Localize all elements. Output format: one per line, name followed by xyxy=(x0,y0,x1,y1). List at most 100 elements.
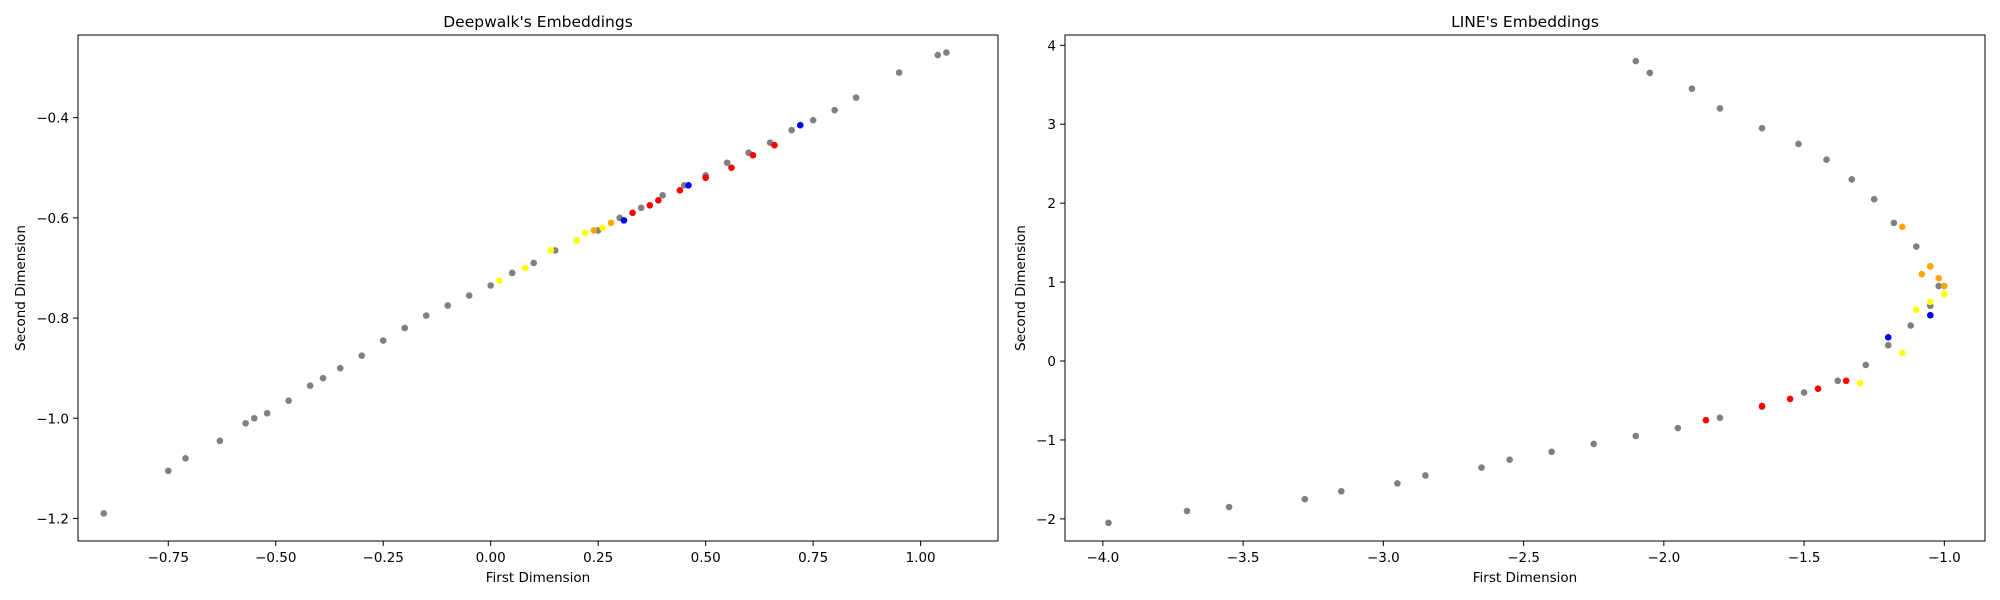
line-y-tick-label: 3 xyxy=(1047,117,1056,133)
deepwalk-point xyxy=(831,106,838,114)
deepwalk-y-tick-label: −1.0 xyxy=(36,411,69,427)
deepwalk-point xyxy=(530,259,537,267)
deepwalk-point xyxy=(379,337,387,344)
deepwalk-point xyxy=(242,419,249,427)
line-point xyxy=(1786,395,1794,403)
line-panel: LINE's Embeddings −4.0 −3.5 −3.0 −2.5 −2.0 −1… xyxy=(1013,13,1986,586)
deepwalk-point xyxy=(521,264,529,272)
deepwalk-point xyxy=(496,277,503,284)
deepwalk-point xyxy=(655,197,662,204)
line-x-tick-label: −4.0 xyxy=(1086,550,1119,566)
line-plot-frame xyxy=(1064,34,1986,542)
line-point xyxy=(1927,298,1934,306)
line-point xyxy=(1935,274,1943,282)
deepwalk-point xyxy=(620,217,628,224)
line-x-tick-label: −3.5 xyxy=(1227,550,1260,566)
deepwalk-point xyxy=(852,94,860,101)
line-y-tick-label: −1 xyxy=(1036,433,1056,449)
line-point xyxy=(1632,57,1640,65)
line-point xyxy=(1795,140,1802,148)
deepwalk-x-tick-label: −0.25 xyxy=(363,550,404,566)
deepwalk-point xyxy=(749,151,757,159)
line-point xyxy=(1907,322,1914,329)
line-point xyxy=(1758,124,1766,132)
deepwalk-point xyxy=(581,229,589,237)
deepwalk-x-tick-label: 0.50 xyxy=(691,550,721,566)
line-point xyxy=(1884,341,1892,349)
line-point xyxy=(1702,416,1710,424)
deepwalk-point xyxy=(943,49,950,56)
deepwalk-point xyxy=(676,187,684,194)
line-point xyxy=(1105,519,1112,527)
deepwalk-x-tick-label: 0.00 xyxy=(476,550,506,566)
line-point xyxy=(1842,377,1850,385)
line-point xyxy=(1941,282,1948,290)
deepwalk-panel: Deepwalk's Embeddings −0.75 −0.50 −0.25 0.0… xyxy=(13,13,999,586)
deepwalk-point xyxy=(728,164,735,172)
deepwalk-point xyxy=(895,69,903,76)
deepwalk-title: Deepwalk's Embeddings xyxy=(443,13,633,31)
line-point xyxy=(1890,219,1898,227)
line-point xyxy=(1758,402,1766,410)
line-point xyxy=(1800,389,1808,396)
deepwalk-y-axis-label: Second Dimension xyxy=(13,225,29,351)
line-point xyxy=(1183,507,1191,515)
line-point xyxy=(1225,503,1233,511)
line-point xyxy=(1632,432,1640,440)
deepwalk-point xyxy=(723,159,731,167)
deepwalk-point xyxy=(809,116,817,124)
line-point xyxy=(1856,379,1864,387)
deepwalk-x-axis-label: First Dimension xyxy=(486,570,590,586)
line-point xyxy=(1918,270,1926,278)
deepwalk-x-tick-label: −0.75 xyxy=(148,550,189,566)
line-x-tick-label: −3.0 xyxy=(1367,550,1400,566)
line-point xyxy=(1716,414,1724,422)
line-point xyxy=(1912,306,1920,314)
deepwalk-point xyxy=(508,269,516,277)
line-point xyxy=(1927,262,1934,270)
line-point xyxy=(1941,290,1948,298)
line-y-tick-label: −2 xyxy=(1036,512,1056,528)
line-point xyxy=(1834,377,1842,385)
deepwalk-point xyxy=(319,374,327,382)
deepwalk-point xyxy=(250,414,258,422)
deepwalk-x-tick-label: 1.00 xyxy=(906,550,936,566)
deepwalk-x-tick-label: −0.50 xyxy=(255,550,296,566)
deepwalk-point xyxy=(547,247,555,254)
deepwalk-point xyxy=(573,237,580,244)
deepwalk-point xyxy=(607,219,615,227)
line-point xyxy=(1422,472,1429,479)
deepwalk-y-tick-label: −1.2 xyxy=(36,511,69,527)
deepwalk-point xyxy=(487,282,495,289)
deepwalk-point xyxy=(796,121,804,129)
line-y-tick-label: 0 xyxy=(1047,354,1056,370)
line-x-tick-label: −1.0 xyxy=(1928,550,1961,566)
line-point xyxy=(1848,176,1856,183)
deepwalk-point xyxy=(336,364,344,372)
line-point xyxy=(1862,361,1870,369)
deepwalk-point xyxy=(285,397,292,405)
deepwalk-point xyxy=(590,227,598,234)
line-point xyxy=(1716,105,1724,112)
line-point xyxy=(1870,195,1878,203)
line-point xyxy=(1935,282,1943,290)
deepwalk-point xyxy=(216,437,224,445)
line-point xyxy=(1394,480,1401,487)
deepwalk-point xyxy=(771,141,778,149)
deepwalk-point xyxy=(422,312,430,319)
line-point xyxy=(1898,223,1906,231)
line-x-tick-label: −2.5 xyxy=(1507,550,1540,566)
deepwalk-point xyxy=(646,202,654,209)
deepwalk-point xyxy=(465,292,473,299)
line-point xyxy=(1506,456,1513,463)
deepwalk-point xyxy=(599,224,606,232)
deepwalk-point xyxy=(702,174,709,182)
line-y-tick-label: 4 xyxy=(1047,38,1056,54)
deepwalk-point xyxy=(788,126,795,134)
line-point xyxy=(1674,424,1682,432)
deepwalk-point xyxy=(444,302,452,309)
deepwalk-y-tick-label: −0.4 xyxy=(36,111,69,127)
deepwalk-point xyxy=(100,510,108,517)
line-point xyxy=(1898,349,1906,357)
